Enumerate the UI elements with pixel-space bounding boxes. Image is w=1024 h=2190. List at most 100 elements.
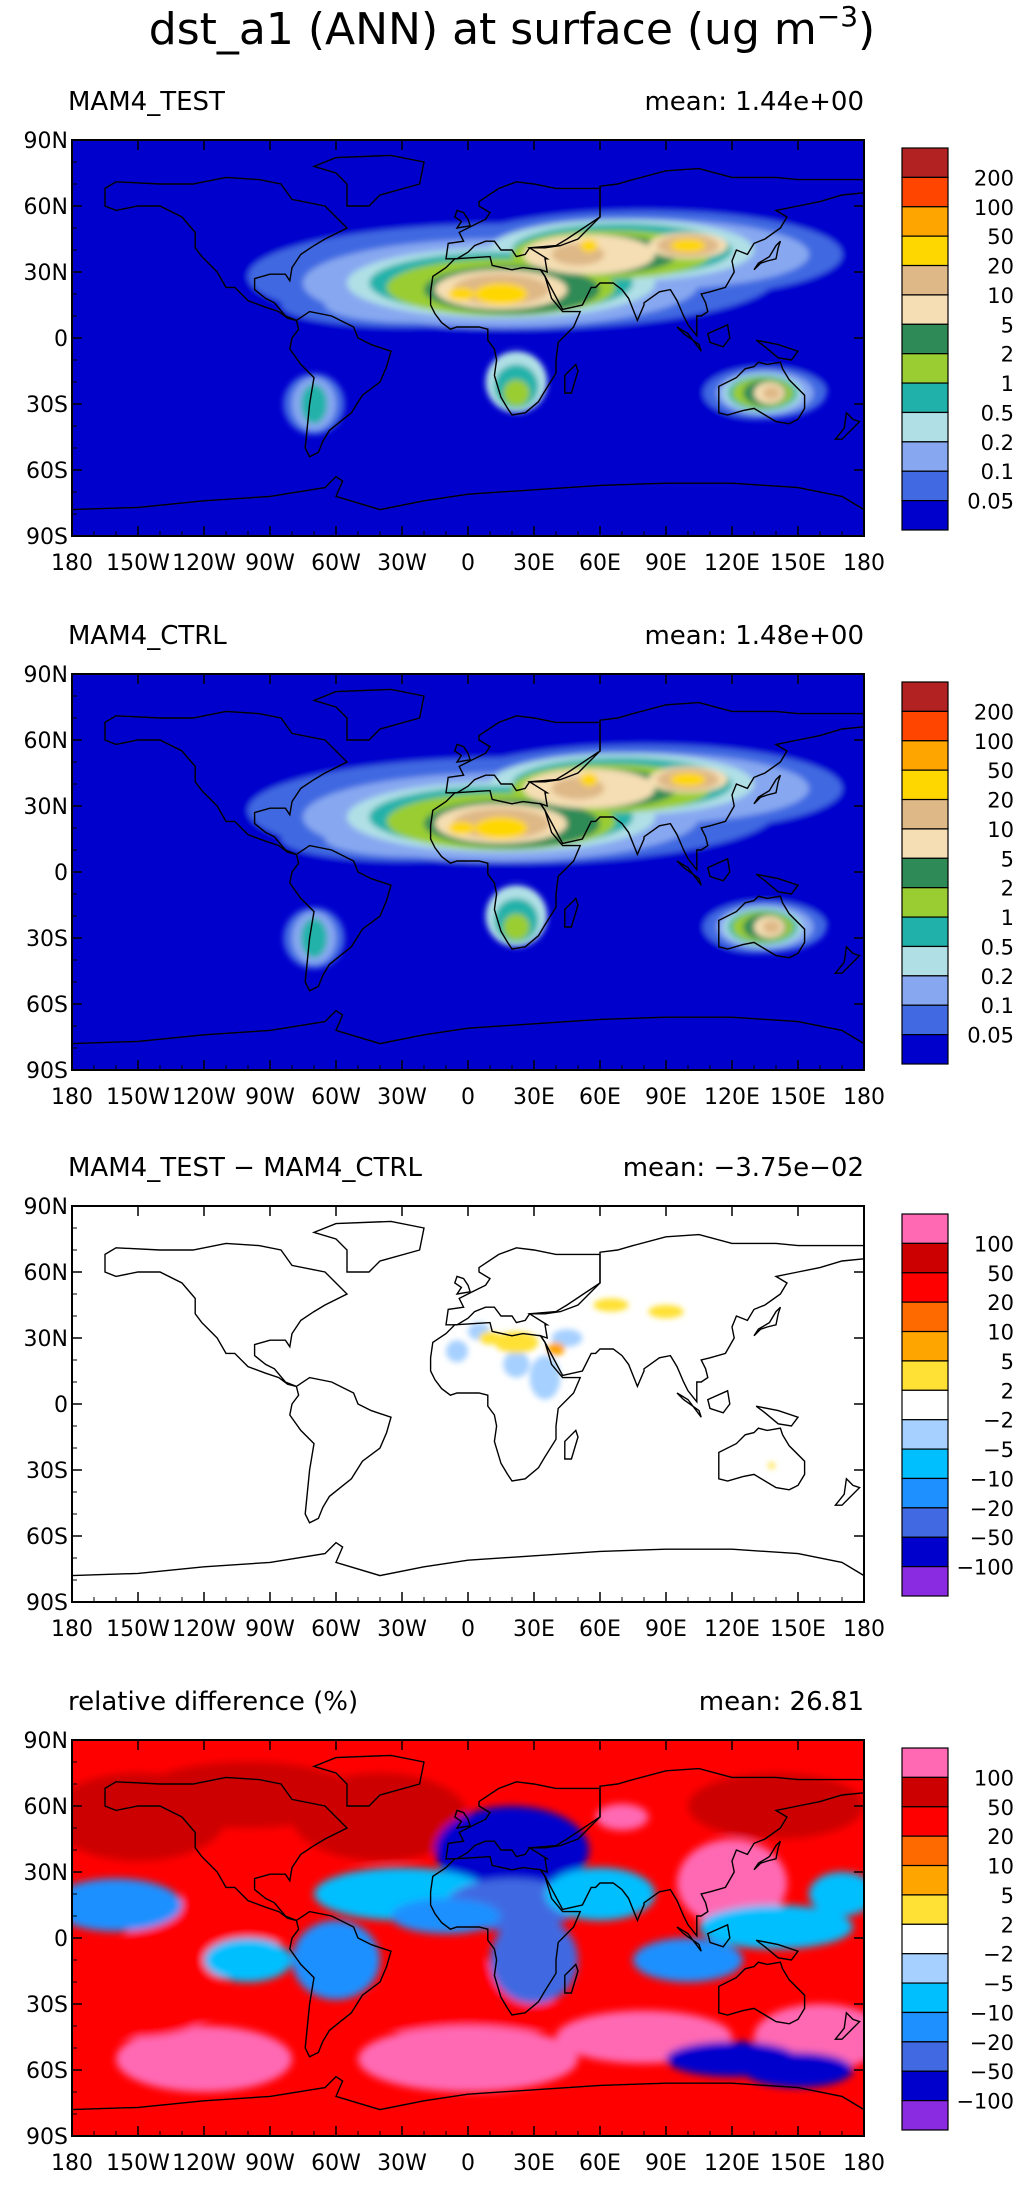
coastline-japan (753, 240, 782, 271)
field-contour (809, 1872, 864, 1916)
figure-title-close: ) (858, 4, 875, 55)
coastline-indonesia-a (676, 860, 702, 886)
coastline-indonesia-b (706, 323, 731, 348)
field-contour (768, 1462, 775, 1469)
y-tick-label: 30N (24, 1861, 68, 1886)
colorbar-swatch (901, 353, 949, 384)
field-contour (479, 1331, 501, 1345)
coastline-japan (753, 1306, 782, 1337)
coastline-antarctica (72, 1541, 864, 1602)
y-tick-label: 30S (26, 1459, 68, 1484)
x-tick-label: 120E (704, 1617, 760, 1642)
y-tick-label: 0 (54, 327, 68, 352)
coastline-indonesia-a (676, 326, 702, 352)
x-tick-label: 150W (106, 1085, 170, 1110)
colorbar-swatch (901, 1747, 949, 1778)
y-tick-label: 30S (26, 1993, 68, 2018)
coastline-madagascar (564, 1429, 579, 1460)
colorbar-swatch (901, 382, 949, 414)
coastline-south-america (289, 1910, 392, 2058)
field-contour (670, 773, 706, 787)
coastline-north-america (104, 1776, 349, 1922)
field-contour (580, 239, 598, 253)
colorbar-label: 5 (1001, 313, 1014, 337)
x-tick-label: 150E (770, 2151, 826, 2176)
y-tick-label: 60S (26, 2059, 68, 2084)
colorbar-label: −2 (983, 1943, 1014, 1967)
colorbar-swatch (901, 1835, 949, 1867)
colorbar-swatch (901, 176, 949, 208)
y-tick-label: 0 (54, 1927, 68, 1952)
coastline-indonesia-b (706, 1389, 731, 1414)
colorbar-label: 50 (987, 1796, 1014, 1820)
coastline-japan (753, 774, 782, 805)
colorbar-swatch (901, 681, 949, 712)
coastline-africa (429, 1855, 582, 2016)
field-contour (292, 1773, 468, 1861)
field-contour (391, 1898, 501, 1934)
field-contour (547, 1342, 565, 1356)
map-panel-2: MAM4_CTRL mean: 1.48e+00 180 150W 120W 90W 60W… (24, 621, 1014, 1110)
x-tick-label: 180 (51, 1085, 93, 1110)
x-tick-label: 180 (843, 551, 885, 576)
colorbar-swatch (901, 264, 949, 296)
colorbar-label: −10 (970, 1467, 1014, 1491)
field-contour (448, 821, 475, 835)
coastlines (72, 688, 864, 1070)
coastline-madagascar (564, 363, 579, 394)
colorbar-swatch (901, 887, 949, 918)
field-contour (300, 384, 328, 424)
y-tick-label: 90N (24, 129, 68, 154)
colorbar-swatch (901, 2011, 949, 2043)
coastline-australia (718, 1961, 806, 2025)
colorbar-label: 100 (974, 196, 1014, 220)
x-tick-label: 0 (461, 1085, 475, 1110)
x-tick-label: 0 (461, 1617, 475, 1642)
field-contour (633, 1938, 743, 1982)
colorbar-swatch (901, 1034, 949, 1065)
x-tick-label: 30E (513, 1617, 555, 1642)
coastline-south-america (289, 310, 392, 458)
coastline-indonesia-b (706, 1923, 731, 1948)
field-contour (762, 920, 781, 934)
map-panel-4: relative difference (%) mean: 26.81 180 150… (24, 1687, 1014, 2176)
colorbar-label: 100 (974, 1766, 1014, 1790)
colorbar-label: 200 (974, 166, 1014, 190)
x-tick-label: 90W (245, 1085, 295, 1110)
field-contour (545, 1867, 655, 1921)
field-contour (551, 1329, 583, 1347)
colorbar-label: 2 (1001, 877, 1014, 901)
coastline-south-america (289, 844, 392, 992)
colorbar-label: 0.1 (981, 994, 1014, 1018)
colorbar-label: 0.05 (967, 1024, 1014, 1048)
colorbar-swatch (901, 798, 949, 830)
field-contour (743, 2052, 853, 2088)
colorbar-label: 0.5 (981, 935, 1014, 959)
y-tick-label: 30S (26, 393, 68, 418)
colorbar-swatch (901, 1864, 949, 1896)
colorbar-label: 20 (987, 255, 1014, 279)
x-tick-label: 60W (311, 551, 361, 576)
x-tick-label: 30E (513, 1085, 555, 1110)
colorbar-swatch (901, 1953, 949, 1984)
coastline-antarctica (72, 1009, 864, 1070)
colorbar-swatch (901, 441, 949, 472)
x-tick-label: 120W (172, 1617, 236, 1642)
colorbar-label: 2 (1001, 1913, 1014, 1937)
colorbar-swatch (901, 1330, 949, 1362)
colorbar-swatch (901, 1213, 949, 1244)
field-contour (677, 1839, 787, 1927)
x-tick-label: 60E (579, 1617, 621, 1642)
colorbar-swatch (901, 206, 949, 237)
coastline-japan (753, 1840, 782, 1871)
colorbar-swatch (901, 1419, 949, 1450)
field-contour (116, 2026, 292, 2092)
colorbar-swatch (901, 1004, 949, 1036)
field-contour (699, 1905, 853, 1949)
y-tick-label: 60N (24, 729, 68, 754)
colorbar-swatch (901, 945, 949, 977)
figure-title: dst_a1 (ANN) at surface (ug m−3) (149, 0, 875, 55)
coastline-new-zealand (833, 1477, 861, 1506)
field-contour (503, 1351, 530, 1378)
colorbar-label: −100 (956, 2090, 1014, 2114)
